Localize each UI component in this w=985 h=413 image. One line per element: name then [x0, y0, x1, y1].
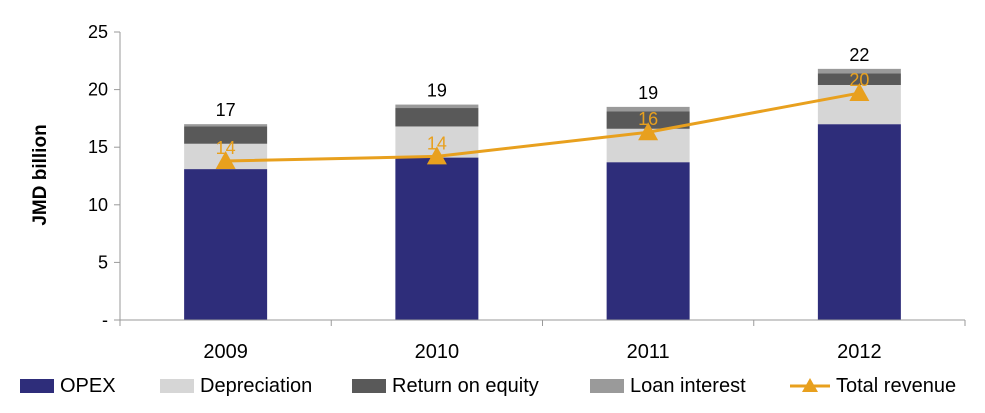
bar-total-label: 22 — [849, 45, 869, 65]
bar-loan-interest — [817, 68, 901, 74]
legend-swatch-depreciation — [160, 379, 194, 393]
y-axis: - 5 10 15 20 25 — [88, 22, 121, 330]
bar-total-label: 19 — [427, 81, 447, 101]
bar-return-on-equity — [395, 108, 479, 127]
revenue-value-label: 16 — [638, 109, 658, 129]
revenue-value-label: 14 — [216, 138, 236, 158]
y-tick-label: 25 — [88, 22, 108, 42]
x-axis: 2009 2010 2011 2012 — [119, 319, 966, 363]
y-tick-label: 20 — [88, 80, 108, 100]
bar-opex — [395, 157, 479, 320]
revenue-line — [215, 83, 870, 170]
legend-label-opex: OPEX — [60, 375, 116, 397]
bar-loan-interest — [184, 124, 268, 127]
revenue-value-label: 14 — [427, 133, 447, 153]
y-tick-label: - — [102, 310, 108, 330]
legend-label-loan-interest: Loan interest — [630, 375, 746, 397]
bar-return-on-equity — [184, 126, 268, 144]
bar-loan-interest — [606, 106, 690, 112]
legend-label-return-on-equity: Return on equity — [392, 375, 539, 397]
bars — [184, 68, 901, 320]
revenue-marker — [638, 122, 659, 141]
x-tick-label: 2010 — [415, 341, 460, 363]
bar-opex — [606, 162, 690, 320]
bar-return-on-equity — [606, 111, 690, 129]
revenue-value-label: 20 — [849, 70, 869, 90]
y-tick-label: 15 — [88, 137, 108, 157]
bar-opex — [817, 124, 901, 320]
data-labels: 17 14 19 14 19 16 22 20 — [216, 45, 870, 158]
y-axis-label: JMD billion — [30, 124, 51, 225]
legend-swatch-opex — [20, 379, 54, 393]
legend-label-total-revenue: Total revenue — [836, 375, 956, 397]
x-tick-label: 2012 — [837, 341, 882, 363]
revenue-line-path — [225, 91, 860, 163]
y-tick-label: 5 — [98, 252, 108, 272]
bar-total-label: 17 — [216, 100, 236, 120]
legend-swatch-return-on-equity — [352, 379, 386, 393]
legend-swatch-loan-interest — [590, 379, 624, 393]
x-tick-label: 2009 — [203, 341, 248, 363]
legend-marker-total-revenue — [802, 378, 818, 392]
revenue-marker — [426, 146, 447, 165]
legend: OPEX Depreciation Return on equity Loan int… — [20, 375, 956, 397]
bar-loan-interest — [395, 104, 479, 109]
bar-total-label: 19 — [638, 83, 658, 103]
bar-return-on-equity — [817, 73, 901, 85]
revenue-marker — [849, 83, 870, 102]
legend-label-depreciation: Depreciation — [200, 375, 312, 397]
revenue-marker — [215, 151, 236, 170]
x-tick-label: 2011 — [627, 341, 670, 363]
y-tick-label: 10 — [88, 195, 108, 215]
bar-opex — [184, 169, 268, 320]
